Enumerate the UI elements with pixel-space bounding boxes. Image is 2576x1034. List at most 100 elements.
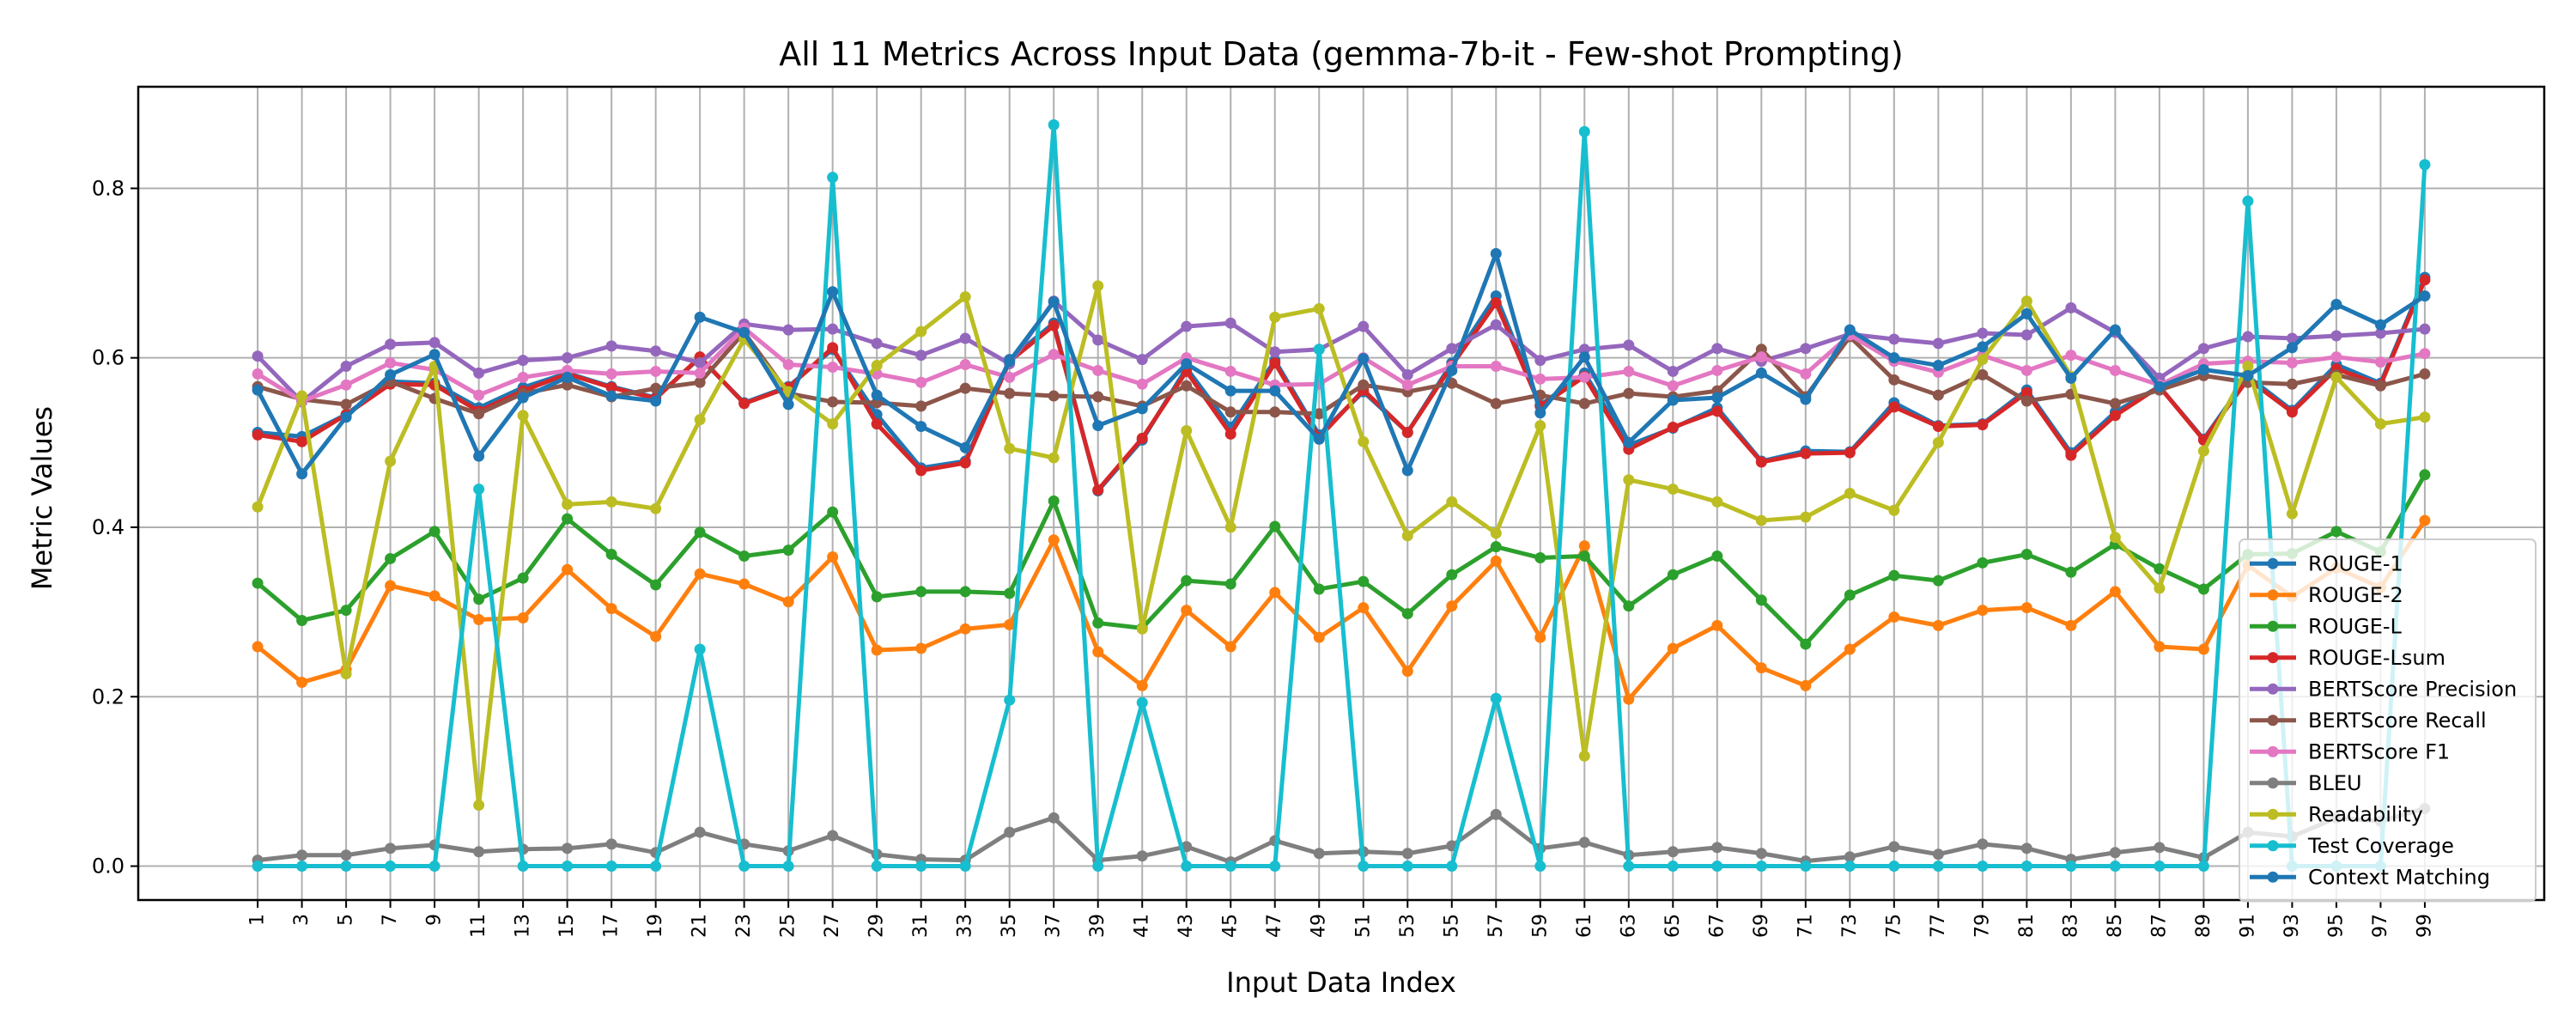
data-point	[1490, 297, 1502, 309]
data-point	[2020, 602, 2032, 614]
data-point	[1313, 848, 1325, 860]
y-tick-label: 0.4	[92, 515, 125, 539]
data-point	[1932, 389, 1944, 401]
x-tick-label: 69	[1751, 914, 1772, 938]
x-tick-label: 55	[1441, 914, 1462, 938]
data-point	[1401, 666, 1413, 678]
data-point	[1313, 408, 1325, 420]
data-point	[827, 418, 839, 430]
data-point	[959, 332, 971, 344]
chart-title: All 11 Metrics Across Input Data (gemma-…	[779, 35, 1904, 73]
data-point	[1092, 484, 1104, 496]
data-point	[2242, 369, 2254, 381]
legend-label: BERTScore Precision	[2308, 677, 2517, 701]
data-point	[252, 501, 264, 513]
data-point	[1136, 696, 1148, 709]
data-point	[1092, 391, 1104, 403]
data-point	[1269, 311, 1281, 323]
x-tick-label: 83	[2060, 914, 2081, 938]
data-point	[1711, 405, 1723, 417]
data-point	[694, 357, 706, 369]
legend-label: Context Matching	[2308, 865, 2490, 889]
x-tick-label: 75	[1883, 914, 1905, 938]
x-tick-label: 37	[1043, 914, 1065, 938]
data-point	[473, 613, 485, 625]
series-line	[256, 299, 2426, 404]
data-point	[605, 838, 617, 850]
data-point	[1358, 353, 1370, 365]
data-point	[1004, 356, 1016, 368]
data-point	[959, 291, 971, 303]
data-point	[1977, 605, 1989, 617]
series-rouge-l	[252, 469, 2431, 650]
legend-item: Context Matching	[2250, 865, 2490, 889]
x-tick-label: 73	[1839, 914, 1861, 938]
data-point	[1623, 387, 1635, 399]
data-point	[1269, 861, 1281, 873]
x-tick-label: 99	[2414, 914, 2435, 938]
series-bleu	[252, 802, 2431, 868]
data-point	[2197, 343, 2209, 355]
legend-label: BLEU	[2308, 771, 2362, 795]
data-point	[562, 513, 574, 525]
x-tick-label: 85	[2105, 914, 2126, 938]
legend-marker	[2267, 871, 2279, 883]
data-point	[1269, 346, 1281, 358]
data-point	[1401, 426, 1413, 438]
data-point	[2286, 342, 2298, 354]
data-point	[517, 572, 529, 584]
data-point	[252, 861, 264, 873]
data-point	[1269, 406, 1281, 418]
data-point	[2020, 295, 2032, 307]
data-point	[2242, 195, 2254, 207]
legend-marker	[2267, 683, 2279, 695]
data-point	[2109, 532, 2121, 544]
data-point	[562, 498, 574, 510]
data-point	[915, 642, 927, 654]
data-point	[1401, 465, 1413, 477]
data-point	[2330, 371, 2342, 383]
data-point	[1623, 365, 1635, 377]
data-point	[827, 342, 839, 354]
data-point	[2419, 274, 2431, 286]
x-tick-label: 39	[1087, 914, 1109, 938]
data-point	[738, 861, 750, 873]
data-point	[1534, 861, 1546, 873]
x-tick-label: 57	[1485, 914, 1507, 938]
data-point	[473, 593, 485, 605]
data-point	[1136, 623, 1148, 635]
data-point	[1092, 364, 1104, 376]
data-point	[915, 376, 927, 388]
data-point	[1932, 360, 1944, 372]
legend-item: Test Coverage	[2250, 834, 2454, 858]
legend-item: BLEU	[2250, 771, 2362, 795]
data-point	[1136, 679, 1148, 691]
data-point	[2286, 332, 2298, 344]
data-point	[1932, 619, 1944, 631]
x-tick-label: 33	[955, 914, 976, 938]
data-point	[385, 338, 397, 350]
x-tick-label: 51	[1352, 914, 1374, 938]
data-point	[738, 326, 750, 338]
data-point	[1932, 848, 1944, 861]
data-point	[959, 457, 971, 469]
data-point	[1844, 447, 1856, 459]
data-point	[959, 586, 971, 598]
data-point	[517, 371, 529, 383]
data-point	[827, 172, 839, 184]
data-point	[385, 842, 397, 855]
data-point	[1490, 527, 1502, 539]
data-point	[340, 398, 352, 411]
x-tick-label: 71	[1795, 914, 1816, 938]
data-point	[1888, 569, 1900, 581]
data-point	[915, 421, 927, 433]
data-point	[1578, 550, 1590, 562]
data-point	[1711, 619, 1723, 631]
data-point	[1578, 836, 1590, 848]
data-point	[2197, 861, 2209, 873]
data-point	[605, 861, 617, 873]
data-point	[2020, 364, 2032, 376]
data-point	[1578, 371, 1590, 383]
data-point	[2419, 159, 2431, 171]
data-point	[1977, 327, 1989, 339]
